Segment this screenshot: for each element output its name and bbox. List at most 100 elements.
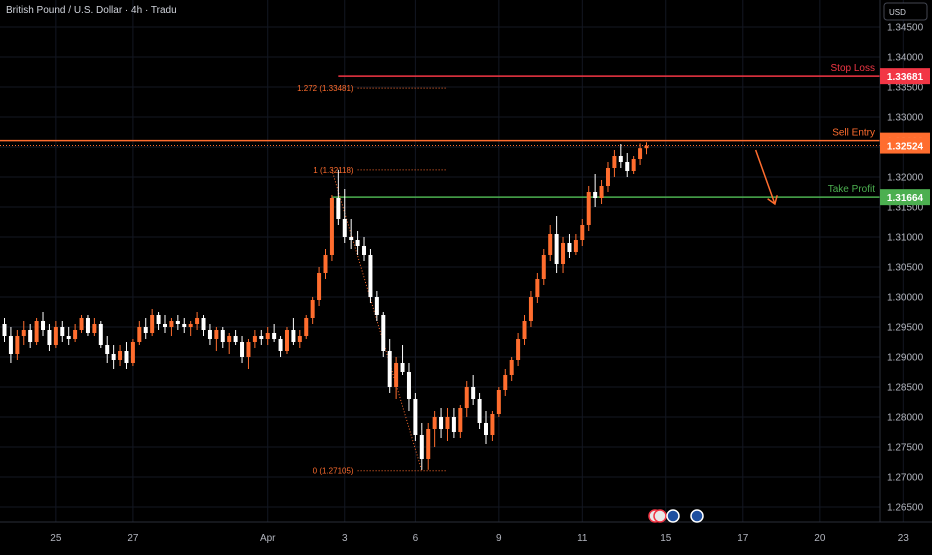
candle-body [73,330,78,339]
time-tick-label: 17 [737,533,749,544]
flag-icon[interactable] [653,509,667,523]
flag-icon[interactable] [690,509,704,523]
price-tick-label: 1.33500 [887,83,924,94]
candle-body [362,246,367,255]
candle-body [528,297,533,321]
time-tick-label: 11 [577,533,588,544]
symbol-title: British Pound / U.S. Dollar · 4h · Tradu [6,5,177,16]
candle-body [60,327,65,336]
fib-level-label: 0 (1.27105) [313,467,354,476]
price-tick-label: 1.28000 [887,413,924,424]
candle-body [548,234,553,255]
candle-body [484,423,488,435]
candle-body [240,342,245,357]
price-badge [880,189,930,206]
candle-body [220,330,225,342]
price-tick-label: 1.29500 [887,323,924,334]
candle-body [439,417,444,429]
candle-body [304,318,309,336]
candle-body [329,198,334,255]
flag-icon[interactable] [666,509,680,523]
candle-body [496,390,501,414]
candle-body [252,336,257,342]
candle-body [41,321,46,330]
trade-levels: Stop Loss Sell Entry Take Profit [0,63,880,198]
time-tick-label: 3 [342,533,348,544]
candle-body [490,414,495,435]
candle-body [169,321,174,327]
candle-body [182,324,187,327]
candle-body [593,192,598,198]
candle-body [535,279,540,297]
candle-body [644,145,649,149]
candle-body [394,363,399,387]
candle-body [541,255,546,279]
candle-body [586,192,591,225]
price-tick-label: 1.29000 [887,353,924,364]
last-price-text: 1.32524 [887,142,924,153]
candle-body [188,324,193,327]
price-tick-label: 1.27500 [887,443,924,454]
candle-body [214,330,219,339]
candle-body [638,148,643,159]
currency-button[interactable]: USD [883,2,928,21]
candle-body [85,318,90,333]
candle-body [580,225,585,240]
candle-body [310,300,315,318]
candle-body [105,345,110,354]
candle-body [137,327,142,342]
candle-body [349,237,354,240]
currency-label: USD [889,8,906,17]
projection-arrow[interactable] [754,149,778,206]
candle-body [625,162,630,171]
price-tick-label: 1.34000 [887,53,924,64]
candle-body [618,156,623,162]
time-axis[interactable]: 25 27 Apr 3 6 9 11 15 17 20 23 [0,521,932,544]
candle-body [207,330,212,339]
candle-body [477,399,482,423]
candle-body [516,339,521,360]
candle-body [374,297,379,315]
time-tick-label: 6 [413,533,419,544]
candle-body [336,198,341,219]
candle-body [98,324,103,345]
price-tick-label: 1.33000 [887,113,924,124]
candle-body [291,330,296,342]
price-badge-text: 1.33681 [887,72,924,83]
candle-body [605,168,610,186]
fib-level-label: 1 (1.32118) [313,166,354,175]
candle-body [503,375,508,390]
candle-body [201,318,206,330]
price-tick-label: 1.31000 [887,233,924,244]
candle-body [111,354,116,360]
event-markers[interactable] [648,509,704,523]
price-badge-text: 1.31664 [887,193,924,204]
candle-body [28,330,33,342]
level-label: Take Profit [828,184,875,195]
candle-body [355,240,360,246]
candle-body [509,360,514,375]
candle-body [66,336,71,339]
candle-body [8,336,13,354]
candle-body [79,318,84,330]
arrow-head[interactable] [767,195,778,206]
candle-body [278,339,283,351]
candle-body [567,243,572,252]
arrow-shaft[interactable] [754,149,776,205]
price-tick-label: 1.28500 [887,383,924,394]
candle-body [561,243,566,264]
candle-body [233,336,238,342]
candle-body [195,318,200,324]
candle-body [118,351,123,360]
last-price-badge [880,137,930,154]
candle-body [342,219,347,237]
candle-body [522,321,527,339]
candle-body [265,333,270,339]
candle-body [323,255,328,273]
price-tick-label: 1.32000 [887,173,924,184]
candle-body [445,417,450,429]
fib-level-label: 1.272 (1.33481) [297,84,354,93]
